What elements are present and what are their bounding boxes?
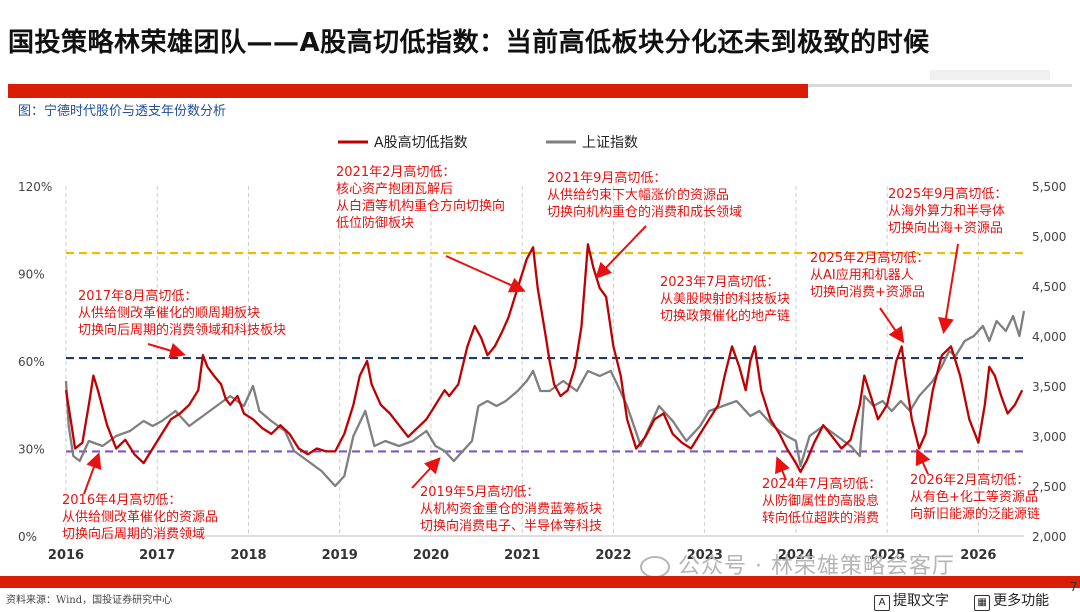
legend-label: 上证指数 — [582, 135, 638, 151]
legend-label: A股高切低指数 — [374, 134, 468, 151]
header-decoration — [930, 70, 1050, 80]
footer-bar — [0, 576, 1080, 588]
source-note: 资料来源：Wind，国投证券研究中心 — [6, 595, 173, 606]
annotation-line: 从白酒等机构重仓方向切换向 — [336, 198, 505, 214]
x-tick-label: 2023 — [687, 548, 723, 563]
annotation-title: 2026年2月高切低： — [910, 472, 1029, 488]
page-number: 7 — [1070, 580, 1078, 594]
wechat-icon — [640, 556, 670, 578]
y-left-tick-label: 0% — [18, 530, 37, 544]
x-tick-label: 2020 — [413, 548, 449, 563]
annotation-line: 核心资产抱团瓦解后 — [336, 181, 453, 197]
annotation-arrow — [938, 243, 959, 334]
page-title: 国投策略林荣雄团队——A股高切低指数：当前高低板块分化还未到极致的时候 — [8, 28, 930, 58]
annotation-line: 向新旧能源的泛能源链 — [910, 506, 1040, 522]
annotation-title: 2024年7月高切低： — [762, 476, 881, 492]
x-tick-label: 2026 — [960, 548, 996, 563]
x-tick-label: 2019 — [322, 548, 358, 563]
annotation-arrow — [595, 225, 647, 279]
annotation-arrow — [147, 342, 186, 359]
y-left-tick-label: 90% — [18, 268, 45, 282]
annotation-line: 从美股映射的科技板块 — [660, 291, 790, 307]
x-tick-label: 2025 — [869, 548, 905, 563]
annotation-line: 从供给侧改革催化的顺周期板块 — [78, 305, 260, 321]
annotation-title: 2023年7月高切低： — [660, 274, 779, 290]
y-right-tick-label: 4,000 — [1032, 330, 1066, 344]
x-tick-label: 2017 — [139, 548, 175, 563]
annotation-line: 切换向机构重仓的消费和成长领域 — [547, 204, 742, 220]
annotation-title: 2021年9月高切低： — [547, 170, 666, 186]
annotation-line: 从防御属性的高股息 — [762, 493, 879, 509]
annotation-line: 切换向后周期的消费领域和科技板块 — [78, 322, 286, 338]
annotation-arrow — [915, 448, 931, 475]
annotation-title: 2021年2月高切低： — [336, 164, 455, 180]
annotation-title: 2019年5月高切低： — [420, 484, 539, 500]
y-left-tick-label: 30% — [18, 443, 45, 457]
y-right-tick-label: 2,000 — [1032, 530, 1066, 544]
annotation-line: 切换向后周期的消费领域 — [62, 526, 205, 542]
y-right-tick-label: 3,000 — [1032, 430, 1066, 444]
figure-caption: 图：宁德时代股价与透支年份数分析 — [18, 104, 227, 119]
y-left-tick-label: 60% — [18, 355, 45, 369]
annotation-title: 2016年4月高切低： — [62, 492, 181, 508]
title-underline-bar — [8, 84, 808, 98]
y-right-tick-label: 3,500 — [1032, 380, 1066, 394]
annotation-line: 从有色+化工等资源品 — [910, 489, 1038, 505]
annotation-title: 2025年2月高切低： — [810, 250, 929, 266]
annotation-line: 切换向消费电子、半导体等科技 — [420, 518, 602, 534]
more-functions-label: 更多功能 — [993, 593, 1050, 609]
annotation-arrow — [879, 307, 905, 344]
title-underline-grey — [808, 84, 1072, 87]
y-left-tick-label: 120% — [18, 180, 52, 194]
watermark-text: 公众号 · 林荣雄策略会客厅 — [678, 554, 955, 579]
y-right-tick-label: 5,000 — [1032, 230, 1066, 244]
series-line-shanghai-composite — [64, 310, 1026, 488]
y-right-tick-label: 5,500 — [1032, 180, 1066, 194]
y-right-tick-label: 2,500 — [1032, 480, 1066, 494]
annotation-line: 低位防御板块 — [336, 215, 414, 231]
annotation-title: 2017年8月高切低： — [78, 288, 197, 304]
annotation-line: 从海外算力和半导体 — [888, 204, 1005, 219]
x-tick-label: 2024 — [778, 548, 814, 563]
annotation-line: 切换政策催化的地产链 — [660, 308, 790, 324]
annotation-arrow — [83, 452, 102, 495]
annotation-line: 从供给约束下大幅涨价的资源品 — [547, 187, 729, 203]
series-line-high-low-index — [64, 243, 1024, 473]
annotation-arrow — [445, 255, 526, 293]
annotation-arrow — [411, 457, 441, 489]
more-functions-button[interactable]: ▦ 更多功能 — [968, 589, 1056, 612]
annotation-line: 切换向消费+资源品 — [810, 284, 925, 300]
annotation-title: 2025年9月高切低： — [888, 186, 1007, 202]
annotation-line: 从机构资金重仓的消费蓝筹板块 — [420, 501, 602, 517]
x-tick-label: 2018 — [230, 548, 266, 563]
x-tick-label: 2022 — [595, 548, 631, 563]
x-tick-label: 2021 — [504, 548, 540, 563]
chart: 0% 30% 60% 90% 120% 2,000 2,500 3,000 3,500 4,000… — [18, 134, 1066, 563]
annotation-arrow — [775, 456, 790, 481]
annotation-line: 从供给侧改革催化的资源品 — [62, 509, 218, 525]
annotation-line: 转向低位超跌的消费 — [762, 510, 879, 526]
x-tick-label: 2016 — [48, 548, 84, 563]
image-toolbar: A 提取文字 ▦ 更多功能 — [860, 589, 1056, 612]
y-right-tick-label: 4,500 — [1032, 280, 1066, 294]
annotation-line: 切换向出海+资源品 — [888, 220, 1003, 236]
extract-text-label: 提取文字 — [893, 593, 949, 609]
annotation-line: 从AI应用和机器人 — [810, 267, 914, 283]
